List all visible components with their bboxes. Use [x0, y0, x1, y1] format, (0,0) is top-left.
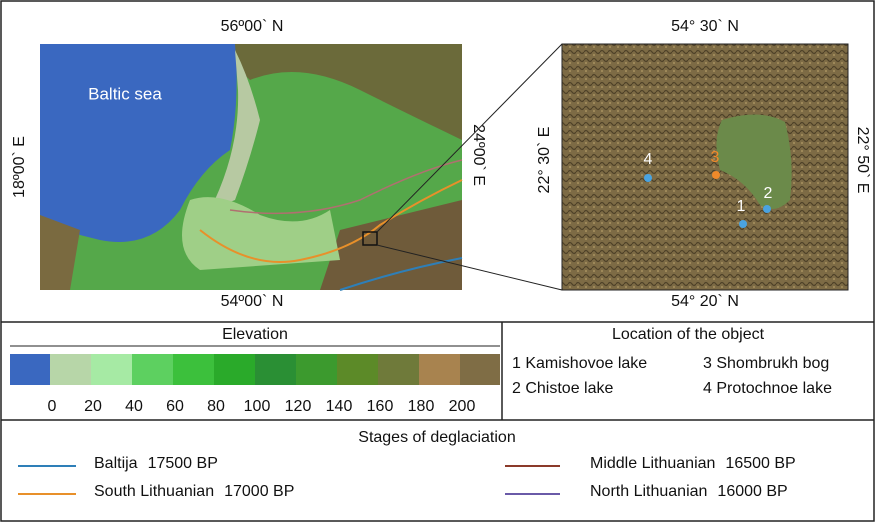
stage-name: Middle Lithuanian: [590, 455, 715, 472]
figure: Baltic sea 56º00` N 54º00` N 18º00` E 24…: [0, 0, 875, 522]
site-marker: [644, 174, 652, 182]
map-left-label: 18º00` E: [11, 136, 28, 198]
site-label: 1: [737, 198, 746, 215]
location-title: Location of the object: [612, 326, 765, 343]
elevation-tick: 160: [367, 398, 394, 415]
inset-bottom-label: 54° 20` N: [671, 293, 739, 310]
inset-map: [562, 44, 848, 290]
stage-name: South Lithuanian: [94, 483, 214, 500]
elevation-tick: 60: [166, 398, 184, 415]
site-marker: [739, 220, 747, 228]
elevation-title: Elevation: [222, 326, 288, 343]
elevation-tick: 180: [408, 398, 435, 415]
map-bottom-label: 54º00` N: [221, 293, 284, 310]
inset-top-label: 54° 30` N: [671, 18, 739, 35]
inset-right-label: 22° 50` E: [854, 127, 871, 194]
inset-left-label: 22° 30` E: [536, 127, 553, 194]
stage-name: North Lithuanian: [590, 483, 707, 500]
location-item: 2 Chistoe lake: [512, 380, 613, 397]
main-map: [40, 44, 462, 290]
elevation-tick: 0: [48, 398, 57, 415]
map-top-label: 56º00` N: [221, 18, 284, 35]
elevation-tick: 80: [207, 398, 225, 415]
site-label: 3: [711, 149, 720, 166]
elevation-tick: 120: [285, 398, 312, 415]
location-item: 1 Kamishovoe lake: [512, 355, 647, 372]
map-right-label: 24º00` E: [470, 124, 487, 186]
stage-name: Baltija: [94, 455, 138, 472]
location-item: 3 Shombrukh bog: [703, 355, 829, 372]
site-marker: [712, 171, 720, 179]
elevation-tick: 200: [449, 398, 476, 415]
elevation-bar: [10, 354, 500, 385]
elevation-tick: 20: [84, 398, 102, 415]
elevation-tick: 140: [326, 398, 353, 415]
stage-age: 16500 BP: [725, 455, 795, 472]
stages-title: Stages of deglaciation: [358, 429, 515, 446]
sea-label: Baltic sea: [88, 84, 162, 103]
site-label: 2: [764, 185, 773, 202]
elevation-tick: 100: [244, 398, 271, 415]
site-label: 4: [644, 151, 653, 168]
location-item: 4 Protochnoe lake: [703, 380, 832, 397]
site-marker: [763, 205, 771, 213]
stage-age: 17000 BP: [224, 483, 294, 500]
stage-age: 17500 BP: [148, 455, 218, 472]
elevation-tick: 40: [125, 398, 143, 415]
stage-age: 16000 BP: [717, 483, 787, 500]
